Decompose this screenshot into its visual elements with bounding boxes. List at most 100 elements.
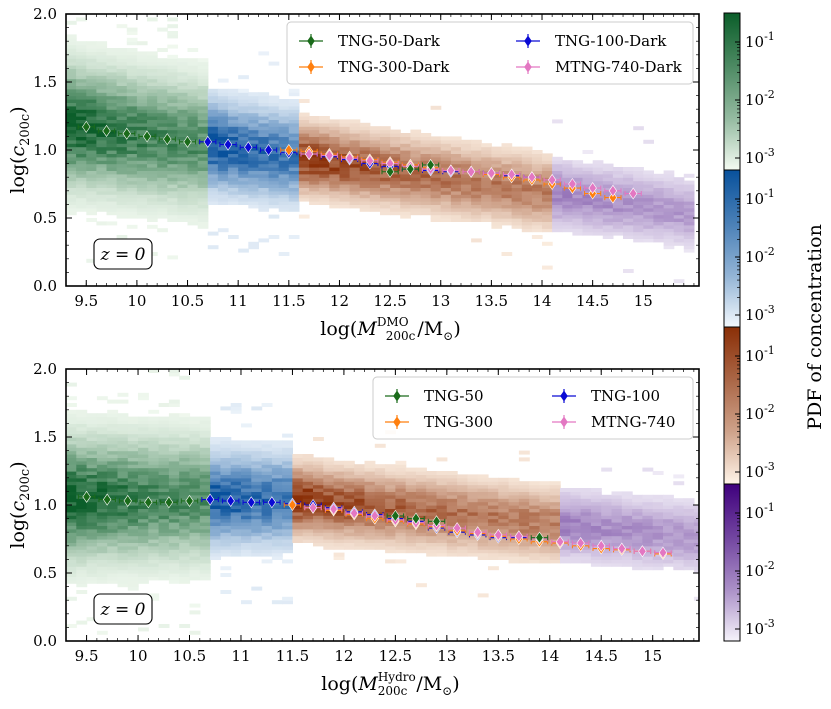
density-cell — [271, 528, 283, 533]
density-cell — [271, 518, 283, 523]
density-cell — [220, 552, 232, 557]
density-cell — [189, 454, 201, 458]
density-cell — [86, 413, 98, 418]
density-cell — [138, 511, 149, 516]
density-cell — [531, 201, 543, 205]
density-cell — [488, 518, 499, 523]
density-cell — [410, 156, 422, 161]
density-cell — [106, 133, 118, 137]
density-cell — [621, 545, 633, 550]
density-cell — [117, 505, 129, 509]
density-cell — [498, 556, 510, 560]
density-cell — [633, 201, 644, 205]
density-cell — [420, 150, 432, 154]
density-cell — [562, 167, 573, 171]
density-cell — [241, 539, 252, 543]
density-cell — [258, 187, 270, 192]
data-point — [588, 182, 597, 195]
density-cell — [106, 129, 118, 134]
density-cell — [210, 477, 221, 482]
density-cell — [261, 481, 273, 486]
density-cell — [126, 211, 138, 216]
density-cell — [440, 187, 452, 192]
density-cell — [623, 211, 634, 216]
density-cell — [693, 525, 699, 530]
density-cell — [138, 573, 149, 577]
density-cell — [76, 88, 87, 93]
density-cell — [390, 190, 401, 195]
density-cell — [217, 133, 229, 137]
density-cell — [158, 542, 170, 547]
density-cell — [612, 207, 624, 212]
density-cell — [158, 522, 170, 526]
density-cell — [436, 457, 448, 462]
density-cell — [177, 211, 189, 216]
density-cell — [339, 126, 351, 131]
density-cell — [96, 552, 108, 557]
data-point — [102, 124, 111, 137]
density-cell — [374, 542, 386, 547]
density-cell — [217, 136, 229, 141]
density-cell — [220, 532, 232, 537]
density-cell — [207, 197, 219, 202]
density-cell — [549, 491, 561, 496]
density-cell — [349, 180, 361, 185]
density-cell — [501, 167, 513, 171]
density-cell — [521, 153, 533, 158]
density-cell — [199, 491, 211, 496]
density-cell — [197, 122, 209, 127]
density-cell — [643, 228, 654, 233]
density-cell — [633, 221, 644, 226]
density-cell — [268, 197, 280, 202]
density-cell — [251, 532, 263, 537]
density-cell — [147, 82, 158, 86]
density-cell — [309, 194, 320, 199]
density-cell — [238, 201, 249, 205]
density-cell — [385, 545, 396, 550]
density-cell — [136, 116, 148, 120]
density-cell — [491, 201, 503, 205]
density-cell — [471, 150, 482, 154]
density-cell — [552, 173, 563, 178]
density-cell — [471, 201, 482, 205]
density-cell — [86, 61, 97, 66]
density-cell — [86, 426, 98, 431]
density-cell — [582, 228, 594, 233]
density-cell — [248, 150, 259, 154]
density-cell — [86, 488, 98, 492]
density-cell — [395, 515, 407, 520]
density-cell — [529, 545, 541, 550]
density-cell — [518, 481, 530, 486]
density-cell — [76, 102, 87, 107]
density-cell — [86, 562, 98, 567]
density-cell — [261, 505, 273, 509]
density-cell — [673, 549, 685, 554]
density-cell — [127, 488, 139, 492]
density-cell — [66, 539, 77, 543]
density-cell — [673, 218, 685, 222]
density-cell — [395, 460, 407, 465]
density-cell — [241, 440, 252, 445]
density-cell — [238, 248, 249, 253]
density-cell — [673, 214, 685, 219]
density-cell — [288, 109, 300, 114]
density-cell — [426, 477, 438, 482]
density-cell — [220, 440, 232, 445]
density-cell — [457, 542, 468, 547]
density-cell — [529, 522, 541, 526]
density-cell — [471, 173, 482, 178]
density-cell — [116, 133, 128, 137]
density-cell — [309, 184, 320, 188]
density-cell — [86, 481, 98, 486]
density-cell — [354, 484, 366, 489]
density-cell — [127, 437, 139, 441]
density-cell — [167, 109, 178, 114]
density-cell — [643, 207, 654, 212]
density-cell — [592, 218, 604, 222]
density-cell — [450, 156, 462, 161]
density-cell — [426, 552, 438, 557]
density-cell — [76, 556, 88, 560]
density-cell — [107, 549, 119, 554]
density-cell — [642, 542, 654, 547]
density-cell — [683, 184, 695, 188]
